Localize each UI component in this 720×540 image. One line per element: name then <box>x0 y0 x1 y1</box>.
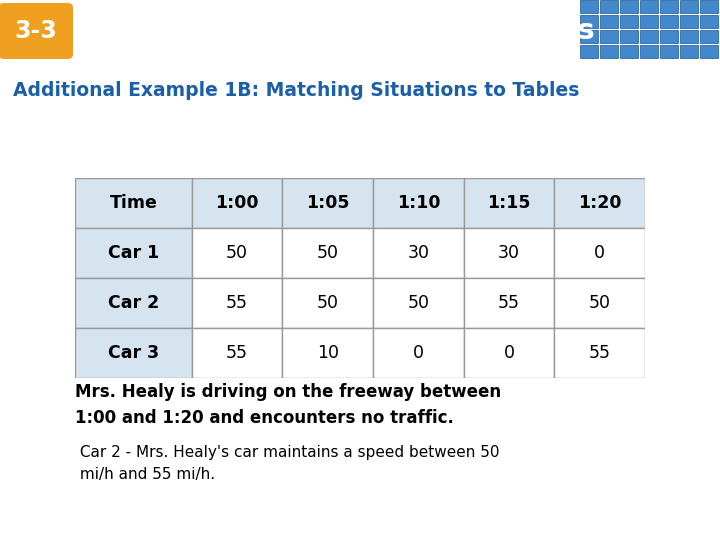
Text: 0: 0 <box>413 344 424 362</box>
Bar <box>600 0 618 13</box>
Bar <box>660 15 678 28</box>
Bar <box>192 328 282 378</box>
Text: Course 3: Course 3 <box>13 515 88 530</box>
Text: 50: 50 <box>317 294 339 312</box>
Text: 1:20: 1:20 <box>578 194 621 212</box>
Bar <box>600 45 618 58</box>
Bar <box>373 328 464 378</box>
Bar <box>660 45 678 58</box>
Bar <box>680 15 698 28</box>
Bar <box>464 178 554 228</box>
Bar <box>282 178 373 228</box>
Bar <box>640 45 658 58</box>
Text: Car 2: Car 2 <box>108 294 159 312</box>
Text: Time: Time <box>109 194 158 212</box>
Text: 50: 50 <box>589 294 611 312</box>
Bar <box>580 30 598 43</box>
Text: Additional Example 1B: Matching Situations to Tables: Additional Example 1B: Matching Situatio… <box>13 81 580 100</box>
Text: 1:15: 1:15 <box>487 194 531 212</box>
Bar <box>192 178 282 228</box>
Text: Car 3: Car 3 <box>108 344 159 362</box>
Bar <box>640 30 658 43</box>
Bar <box>580 0 598 13</box>
Bar <box>620 45 638 58</box>
Bar <box>75 328 192 378</box>
Text: Car 2 - Mrs. Healy's car maintains a speed between 50
 mi/h and 55 mi/h.: Car 2 - Mrs. Healy's car maintains a spe… <box>75 446 500 482</box>
Bar <box>192 278 282 328</box>
Bar <box>282 228 373 278</box>
Text: 55: 55 <box>226 294 248 312</box>
Text: Interpreting Graphs and Tables: Interpreting Graphs and Tables <box>82 17 595 45</box>
Bar <box>75 278 192 328</box>
Bar <box>282 328 373 378</box>
Bar <box>660 0 678 13</box>
Bar <box>192 228 282 278</box>
Bar <box>373 278 464 328</box>
Bar <box>282 278 373 328</box>
Bar <box>620 30 638 43</box>
Text: 50: 50 <box>317 244 339 262</box>
Bar <box>700 30 718 43</box>
Text: 1:00: 1:00 <box>215 194 259 212</box>
Bar <box>640 15 658 28</box>
Bar <box>680 45 698 58</box>
Bar <box>680 30 698 43</box>
Text: 1:05: 1:05 <box>306 194 349 212</box>
Bar <box>75 228 192 278</box>
Bar <box>600 30 618 43</box>
Text: 0: 0 <box>503 344 515 362</box>
Bar <box>620 15 638 28</box>
Bar <box>580 45 598 58</box>
Text: 55: 55 <box>226 344 248 362</box>
FancyBboxPatch shape <box>0 3 73 59</box>
Text: 1:10: 1:10 <box>397 194 440 212</box>
Bar <box>680 0 698 13</box>
Bar <box>373 178 464 228</box>
Text: 50: 50 <box>226 244 248 262</box>
Bar <box>554 278 645 328</box>
Text: 30: 30 <box>408 244 429 262</box>
Text: 55: 55 <box>589 344 611 362</box>
Bar <box>554 178 645 228</box>
Bar <box>554 328 645 378</box>
Text: Copyright © by Holt, Rinehart and Winston. All Rights Reserved.: Copyright © by Holt, Rinehart and Winsto… <box>370 517 706 528</box>
Bar <box>554 228 645 278</box>
Bar <box>75 178 192 228</box>
Text: 3-3: 3-3 <box>14 19 58 43</box>
Bar <box>464 278 554 328</box>
Bar <box>700 0 718 13</box>
Text: 30: 30 <box>498 244 520 262</box>
Text: Car 1: Car 1 <box>108 244 159 262</box>
Bar <box>464 328 554 378</box>
Bar <box>640 0 658 13</box>
Bar <box>700 15 718 28</box>
Bar <box>700 45 718 58</box>
Bar <box>600 15 618 28</box>
Text: 0: 0 <box>594 244 606 262</box>
Bar <box>620 0 638 13</box>
Text: Mrs. Healy is driving on the freeway between
1:00 and 1:20 and encounters no tra: Mrs. Healy is driving on the freeway bet… <box>75 383 501 427</box>
Text: 10: 10 <box>317 344 339 362</box>
Text: 55: 55 <box>498 294 520 312</box>
Bar <box>373 228 464 278</box>
Bar <box>660 30 678 43</box>
Bar <box>580 15 598 28</box>
Text: 50: 50 <box>408 294 429 312</box>
Bar <box>464 228 554 278</box>
